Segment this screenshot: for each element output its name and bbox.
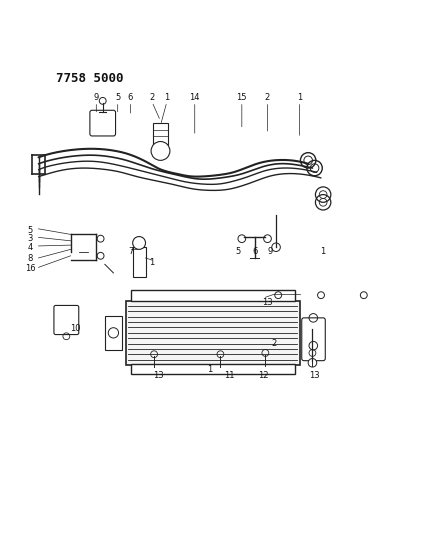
Circle shape: [272, 243, 280, 252]
Text: 1: 1: [297, 93, 302, 102]
Text: 16: 16: [25, 264, 35, 273]
Circle shape: [133, 237, 146, 249]
FancyBboxPatch shape: [90, 110, 116, 136]
FancyBboxPatch shape: [302, 318, 325, 361]
Text: 13: 13: [153, 371, 163, 380]
FancyBboxPatch shape: [54, 305, 79, 335]
Text: 7758 5000: 7758 5000: [56, 72, 123, 85]
Text: 8: 8: [27, 254, 33, 263]
Text: 12: 12: [258, 371, 268, 380]
Text: 1: 1: [164, 93, 169, 102]
Text: 1: 1: [149, 258, 155, 266]
Text: 7: 7: [128, 247, 133, 256]
Text: 15: 15: [237, 93, 247, 102]
Circle shape: [318, 292, 324, 298]
Circle shape: [360, 292, 367, 298]
Bar: [131, 364, 295, 374]
Circle shape: [97, 253, 104, 259]
Text: 6: 6: [252, 247, 257, 256]
Bar: [133, 247, 146, 277]
Circle shape: [97, 235, 104, 242]
Bar: [131, 290, 295, 301]
Bar: [153, 123, 168, 144]
Text: 9: 9: [267, 247, 272, 256]
Text: 13: 13: [309, 371, 320, 380]
Text: 2: 2: [149, 93, 155, 102]
Bar: [105, 316, 122, 350]
Text: 11: 11: [224, 371, 234, 380]
Text: 3: 3: [27, 234, 33, 243]
Bar: [126, 301, 300, 365]
Text: 4: 4: [27, 243, 33, 252]
Text: 9: 9: [94, 93, 99, 102]
Circle shape: [308, 359, 317, 367]
Circle shape: [151, 142, 170, 160]
Text: 5: 5: [115, 93, 120, 102]
Text: 5: 5: [27, 225, 33, 235]
Text: 6: 6: [128, 93, 133, 102]
Circle shape: [264, 235, 271, 243]
Circle shape: [238, 235, 246, 243]
Text: 2: 2: [271, 339, 276, 348]
Text: 1: 1: [321, 247, 326, 256]
Text: 2: 2: [265, 93, 270, 102]
Text: 1: 1: [207, 365, 212, 374]
Text: 10: 10: [70, 324, 80, 333]
Circle shape: [99, 98, 106, 104]
Text: 13: 13: [262, 298, 273, 308]
Circle shape: [275, 292, 282, 298]
Text: 14: 14: [190, 93, 200, 102]
Text: 5: 5: [235, 247, 240, 256]
